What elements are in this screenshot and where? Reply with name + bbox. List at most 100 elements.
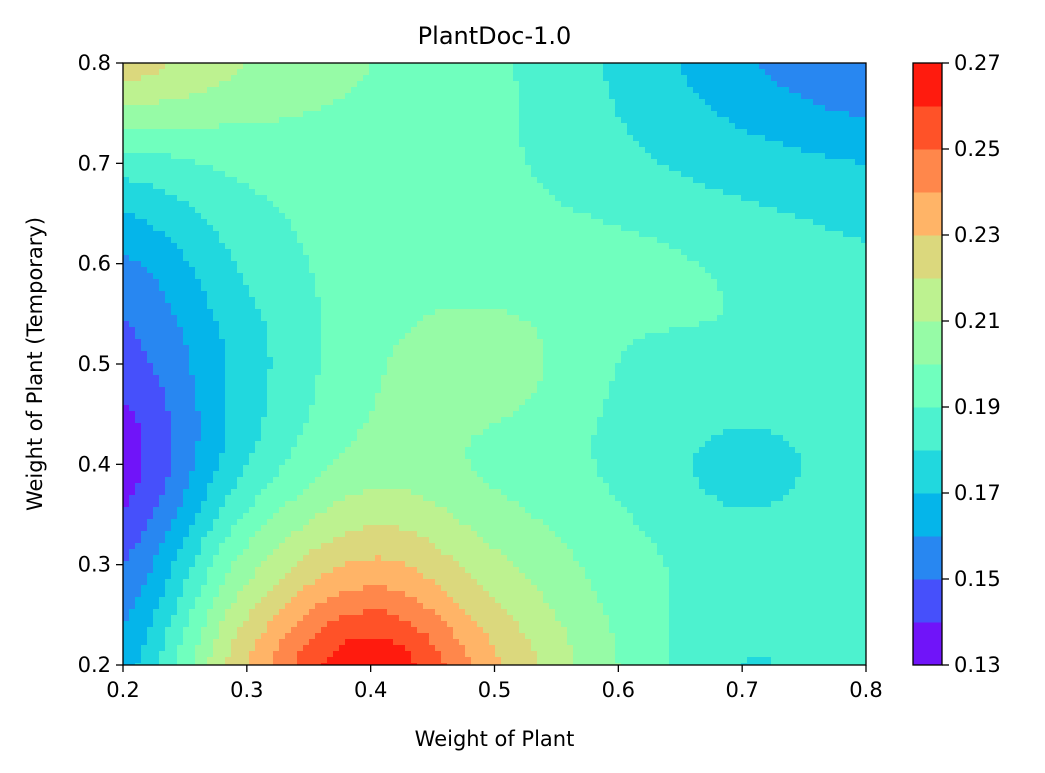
contour-cell <box>159 231 166 238</box>
contour-cell <box>753 237 760 244</box>
contour-cell <box>861 93 866 100</box>
contour-cell <box>723 123 730 130</box>
contour-cell <box>579 291 586 298</box>
contour-cell <box>519 177 526 184</box>
contour-cell <box>153 267 160 274</box>
contour-cell <box>387 63 394 70</box>
contour-cell <box>837 291 844 298</box>
contour-cell <box>165 177 172 184</box>
contour-cell <box>129 213 136 220</box>
contour-cell <box>579 135 586 142</box>
contour-cell <box>687 237 694 244</box>
contour-cell <box>843 69 850 76</box>
contour-cell <box>201 291 208 298</box>
contour-cell <box>159 69 166 76</box>
contour-cell <box>225 219 232 226</box>
contour-cell <box>183 153 190 160</box>
contour-cell <box>147 195 154 202</box>
contour-cell <box>651 291 658 298</box>
contour-cell <box>729 87 736 94</box>
contour-cell <box>297 159 304 166</box>
contour-cell <box>735 129 742 136</box>
contour-cell <box>711 297 718 304</box>
contour-cell <box>177 159 184 166</box>
contour-cell <box>633 141 640 148</box>
contour-cell <box>735 147 742 154</box>
contour-cell <box>669 177 676 184</box>
contour-cell <box>561 261 568 268</box>
contour-cell <box>783 231 790 238</box>
contour-cell <box>711 93 718 100</box>
contour-cell <box>459 189 466 196</box>
contour-cell <box>657 129 664 136</box>
contour-cell <box>531 273 538 280</box>
contour-cell <box>645 279 652 286</box>
contour-cell <box>807 87 814 94</box>
contour-cell <box>855 99 862 106</box>
contour-cell <box>627 105 634 112</box>
contour-cell <box>699 231 706 238</box>
contour-cell <box>429 201 436 208</box>
contour-cell <box>771 201 778 208</box>
contour-cell <box>855 75 862 82</box>
contour-cell <box>309 93 316 100</box>
contour-cell <box>171 147 178 154</box>
contour-cell <box>177 123 184 130</box>
contour-cell <box>297 183 304 190</box>
contour-cell <box>495 231 502 238</box>
contour-cell <box>423 249 430 256</box>
contour-cell <box>123 111 130 118</box>
contour-cell <box>267 303 274 310</box>
contour-cell <box>327 207 334 214</box>
contour-cell <box>351 291 358 298</box>
contour-cell <box>225 279 232 286</box>
contour-cell <box>165 93 172 100</box>
contour-cell <box>195 81 202 88</box>
contour-cell <box>489 153 496 160</box>
contour-cell <box>411 99 418 106</box>
contour-cell <box>579 93 586 100</box>
contour-cell <box>603 201 610 208</box>
contour-cell <box>423 177 430 184</box>
contour-cell <box>519 273 526 280</box>
contour-cell <box>819 279 826 286</box>
contour-cell <box>291 105 298 112</box>
contour-cell <box>501 225 508 232</box>
contour-cell <box>213 99 220 106</box>
contour-cell <box>279 153 286 160</box>
contour-cell <box>267 75 274 82</box>
contour-cell <box>663 255 670 262</box>
contour-cell <box>807 267 814 274</box>
contour-cell <box>219 153 226 160</box>
contour-cell <box>207 207 214 214</box>
contour-cell <box>411 117 418 124</box>
contour-cell <box>159 147 166 154</box>
contour-cell <box>375 225 382 232</box>
contour-cell <box>777 267 784 274</box>
contour-cell <box>645 111 652 118</box>
contour-cell <box>591 243 598 250</box>
contour-cell <box>441 111 448 118</box>
contour-cell <box>465 63 472 70</box>
contour-cell <box>249 303 256 310</box>
contour-cell <box>843 189 850 196</box>
contour-cell <box>723 213 730 220</box>
contour-cell <box>561 243 568 250</box>
contour-cell <box>417 93 424 100</box>
contour-cell <box>681 261 688 268</box>
contour-cell <box>795 249 802 256</box>
contour-cell <box>615 105 622 112</box>
contour-cell <box>627 195 634 202</box>
contour-cell <box>429 225 436 232</box>
contour-cell <box>627 207 634 214</box>
contour-cell <box>171 237 178 244</box>
contour-cell <box>585 99 592 106</box>
contour-cell <box>459 117 466 124</box>
contour-cell <box>699 141 706 148</box>
contour-cell <box>447 279 454 286</box>
contour-cell <box>465 225 472 232</box>
contour-cell <box>531 189 538 196</box>
contour-cell <box>165 255 172 262</box>
contour-cell <box>459 273 466 280</box>
contour-cell <box>447 81 454 88</box>
